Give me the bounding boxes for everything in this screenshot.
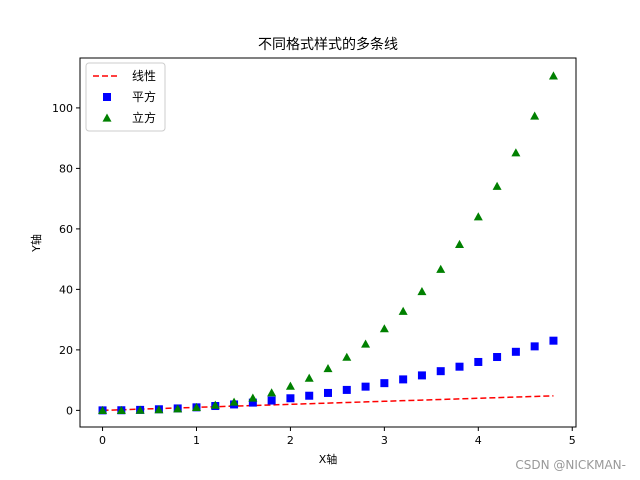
data-point bbox=[436, 264, 446, 273]
data-point bbox=[361, 339, 371, 348]
legend-label: 立方 bbox=[132, 110, 156, 125]
data-point bbox=[286, 394, 295, 403]
data-point bbox=[474, 357, 483, 366]
y-tick-label: 0 bbox=[66, 404, 73, 417]
plot-area bbox=[79, 57, 577, 428]
x-tick-label: 3 bbox=[381, 434, 388, 447]
data-point bbox=[455, 239, 465, 248]
data-point bbox=[324, 388, 332, 397]
data-point bbox=[399, 375, 408, 384]
y-axis-label: Y轴 bbox=[29, 234, 43, 253]
legend-box bbox=[85, 62, 166, 132]
x-tick-label: 4 bbox=[475, 434, 482, 447]
data-point bbox=[173, 404, 183, 413]
data-point bbox=[380, 379, 389, 388]
data-point bbox=[267, 388, 277, 397]
data-point bbox=[323, 364, 333, 373]
data-point bbox=[304, 373, 314, 382]
x-tick-label: 1 bbox=[193, 434, 200, 447]
series-3 bbox=[98, 71, 558, 414]
data-point bbox=[210, 400, 220, 409]
legend-swatch bbox=[103, 93, 111, 101]
x-tick-label: 2 bbox=[287, 434, 294, 447]
legend-swatch bbox=[102, 113, 112, 122]
data-point bbox=[492, 181, 502, 190]
series-layer bbox=[98, 71, 558, 415]
y-tick-label: 20 bbox=[59, 344, 73, 357]
data-point bbox=[248, 398, 257, 407]
data-point bbox=[549, 336, 558, 345]
data-point bbox=[342, 352, 352, 361]
data-point bbox=[530, 342, 539, 351]
y-tick-label: 60 bbox=[59, 223, 73, 236]
data-point bbox=[342, 385, 351, 394]
data-point bbox=[248, 393, 258, 402]
data-point bbox=[98, 405, 108, 414]
x-axis-label: X轴 bbox=[319, 452, 338, 466]
x-tick-label: 0 bbox=[99, 434, 106, 447]
y-tick-label: 40 bbox=[59, 283, 73, 296]
data-point bbox=[398, 306, 408, 315]
y-tick-label: 100 bbox=[52, 102, 73, 115]
legend-label: 线性 bbox=[132, 69, 156, 83]
y-tick-label: 80 bbox=[59, 162, 73, 175]
legend-label: 平方 bbox=[132, 89, 156, 104]
data-point bbox=[191, 402, 201, 411]
data-point bbox=[511, 347, 520, 356]
x-tick-label: 5 bbox=[569, 434, 576, 447]
data-point bbox=[116, 405, 126, 414]
data-point bbox=[417, 371, 426, 380]
data-point bbox=[135, 405, 145, 414]
data-point bbox=[285, 381, 295, 390]
data-point bbox=[305, 391, 314, 400]
data-point bbox=[229, 397, 239, 406]
data-point bbox=[154, 405, 164, 414]
data-point bbox=[361, 382, 370, 391]
data-point bbox=[379, 324, 389, 333]
watermark: CSDN @NICKMAN- bbox=[515, 458, 626, 472]
data-point bbox=[530, 111, 540, 120]
data-point bbox=[267, 396, 276, 405]
data-point bbox=[473, 212, 483, 221]
chart-title: 不同格式样式的多条线 bbox=[258, 36, 398, 53]
data-point bbox=[493, 353, 502, 362]
data-point bbox=[417, 286, 427, 296]
data-point bbox=[548, 71, 558, 80]
data-point bbox=[511, 148, 521, 157]
data-point bbox=[436, 367, 445, 376]
data-point bbox=[455, 362, 464, 371]
